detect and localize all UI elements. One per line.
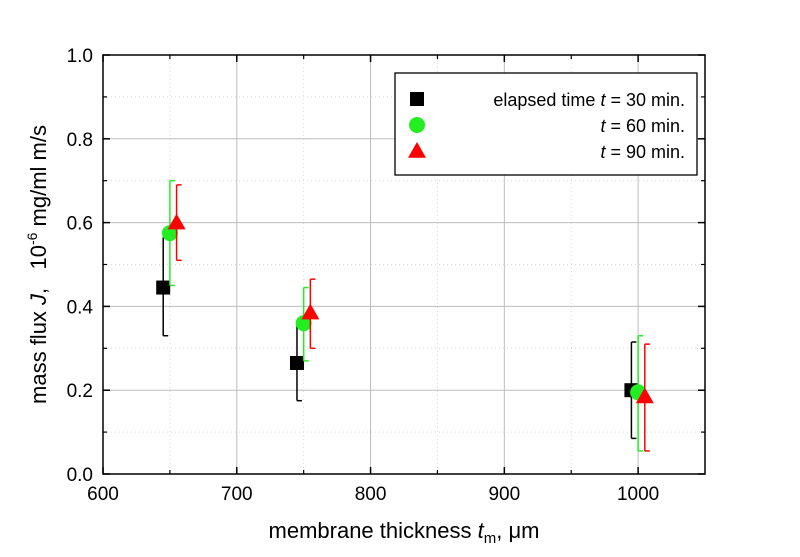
data-point	[289, 355, 304, 370]
x-tick-label: 800	[355, 484, 387, 505]
y-axis-label-main: mass flux	[26, 305, 51, 404]
legend-marker	[408, 142, 426, 158]
y-tick-label: 0.4	[67, 297, 94, 318]
legend-var: t	[600, 90, 606, 110]
legend-marker	[409, 117, 425, 133]
y-tick-label: 0.0	[67, 465, 93, 486]
axis-ticks	[102, 54, 705, 475]
y-tick-label: 0.2	[67, 381, 93, 402]
y-tick-label: 0.6	[67, 214, 93, 235]
y-axis-label-sup: -6	[24, 232, 40, 245]
legend-var: t	[600, 116, 606, 136]
x-tick-label: 900	[488, 484, 520, 505]
x-axis-label-sub: m	[484, 530, 497, 547]
y-axis-label: mass flux J, 10-6 mg/ml m/s	[24, 125, 51, 404]
series-triangle	[167, 184, 654, 452]
x-axis-label: membrane thickness tm, μm	[269, 518, 540, 547]
series-circle	[161, 179, 647, 452]
tick-labels: 600 700 800 900 1000 0.0 0.2 0.4 0.6 0.8 1.0	[67, 46, 660, 505]
legend-suffix: = 60 min.	[605, 116, 685, 136]
legend-entry: elapsed time t = 30 min.	[493, 90, 685, 110]
x-tick-label: 600	[87, 484, 119, 505]
y-tick-label: 1.0	[67, 46, 93, 67]
legend-entry: t = 90 min.	[600, 142, 685, 162]
data-series	[156, 179, 654, 452]
y-axis-label-var: J	[26, 293, 51, 306]
x-tick-label: 1000	[617, 484, 659, 505]
x-tick-label: 700	[221, 484, 253, 505]
y-tick-label: 0.8	[67, 130, 93, 151]
y-axis-label-unit-pre: , 10	[26, 245, 51, 294]
legend-box	[394, 72, 698, 176]
legend-prefix: elapsed time	[493, 90, 600, 110]
y-axis-label-unit: mg/ml m/s	[26, 125, 51, 233]
legend-suffix: = 90 min.	[605, 142, 685, 162]
x-axis-label-unit: , μm	[496, 518, 539, 543]
legend: elapsed time t = 30 min.t = 60 min.t = 9…	[394, 72, 698, 176]
data-point	[301, 303, 320, 320]
legend-marker	[410, 92, 424, 106]
legend-var: t	[600, 142, 606, 162]
data-point	[635, 387, 654, 404]
x-axis-label-main: membrane thickness	[269, 518, 478, 543]
x-axis-label-var: t	[478, 518, 485, 543]
legend-entry: t = 60 min.	[600, 116, 685, 136]
data-point	[167, 213, 186, 230]
data-point	[156, 280, 171, 295]
series-square	[156, 236, 639, 440]
legend-suffix: = 30 min.	[605, 90, 685, 110]
